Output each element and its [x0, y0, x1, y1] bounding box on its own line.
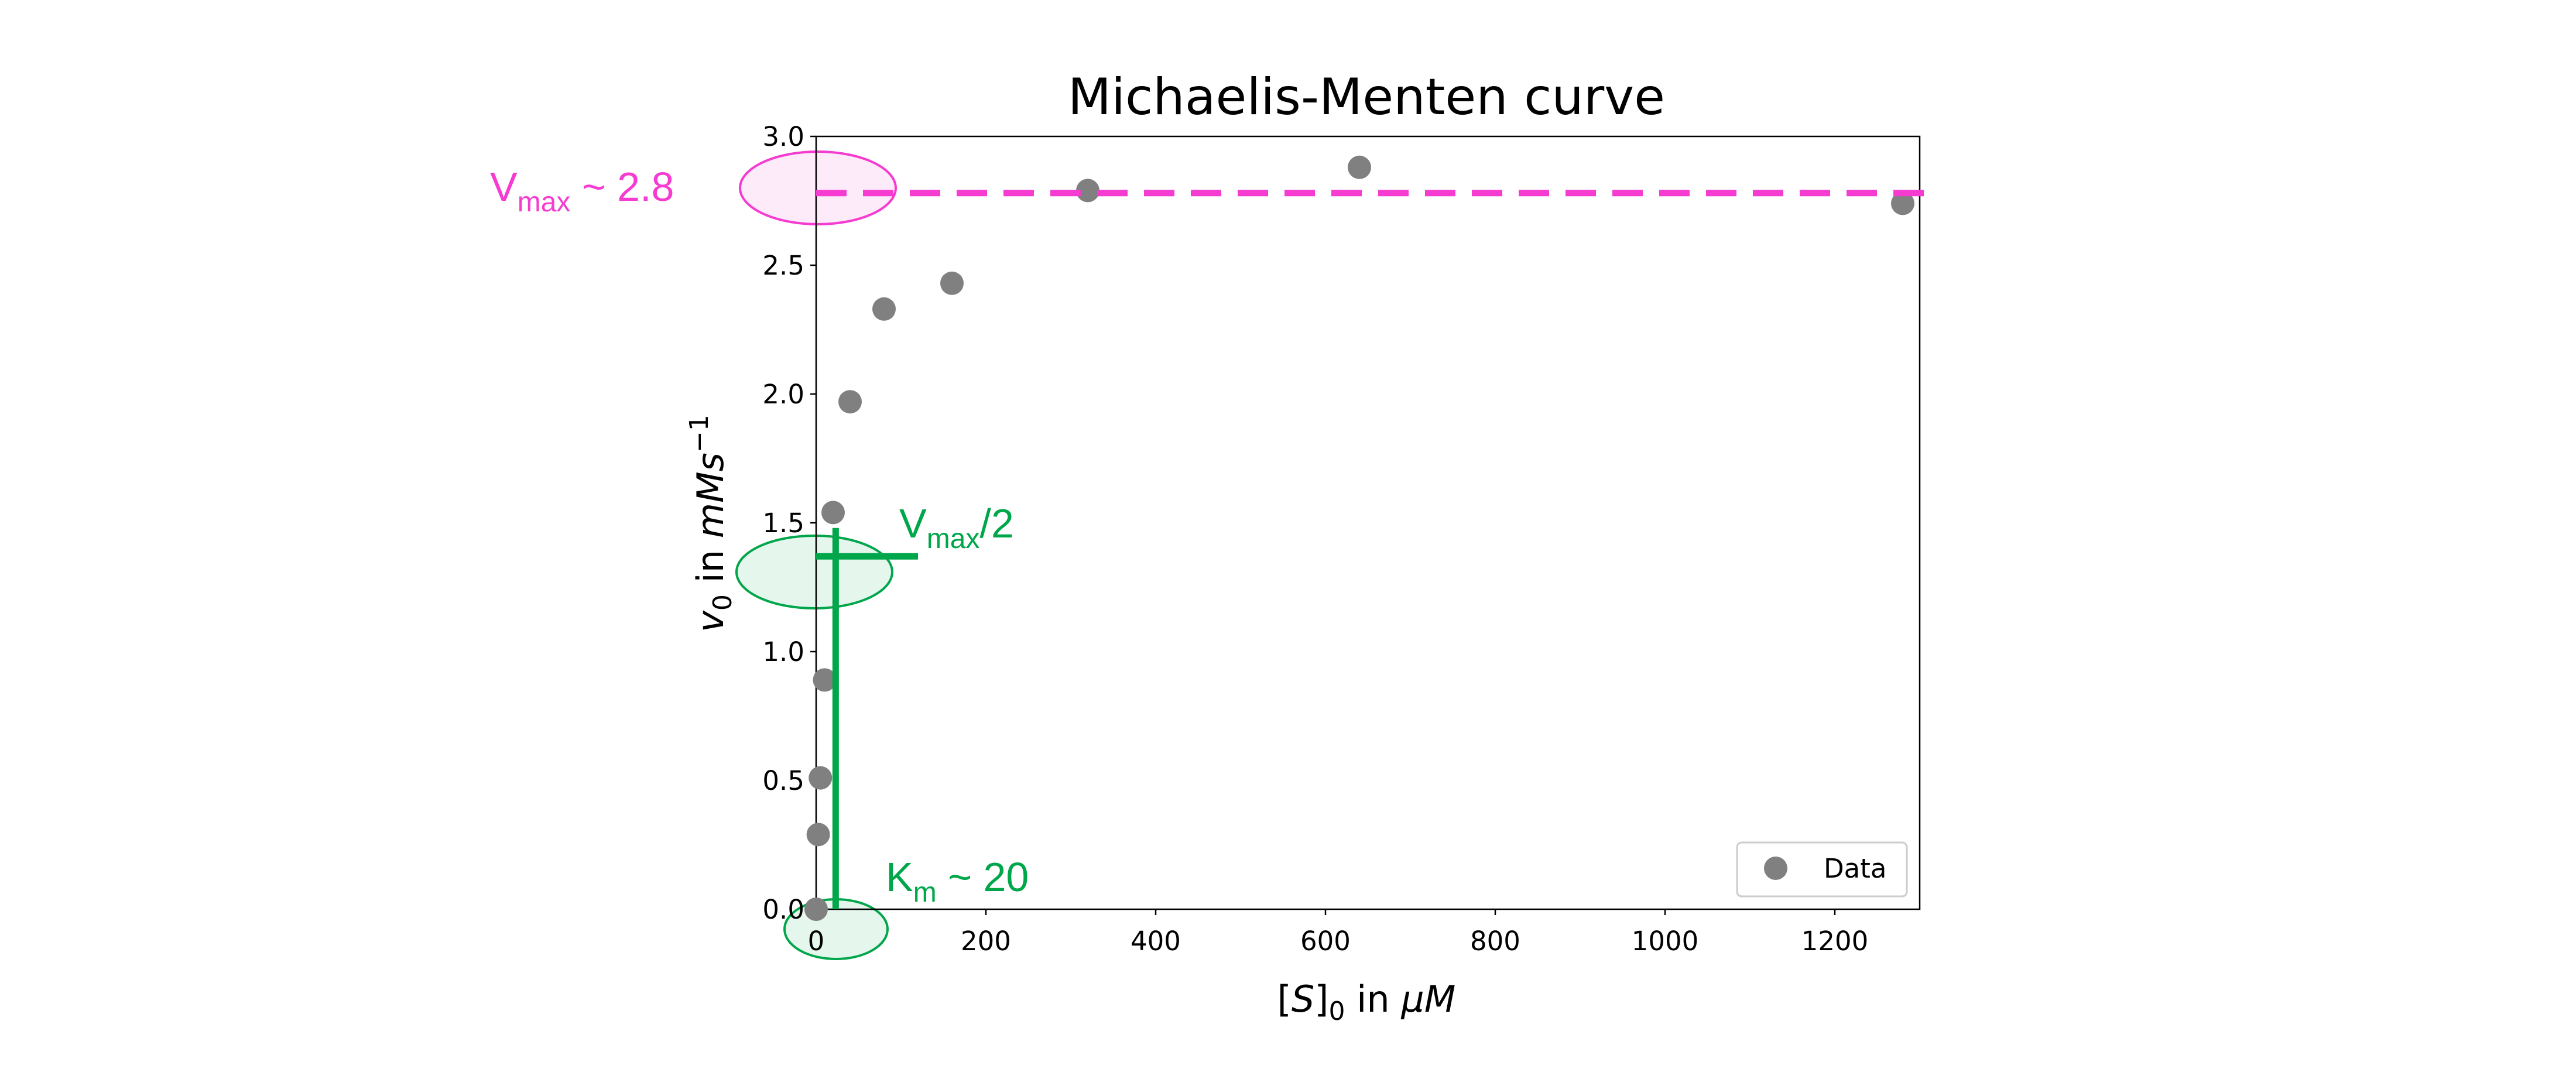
- data-point: [838, 390, 862, 414]
- highlight-ellipse: [739, 150, 897, 225]
- data-point: [940, 271, 964, 295]
- annotation: Vmax ~ 2.8: [490, 164, 674, 218]
- label-part: in: [1345, 978, 1401, 1020]
- legend-marker: [1764, 857, 1787, 880]
- chart-title: Michaelis-Menten curve: [1068, 68, 1665, 126]
- annotation-part: V: [899, 501, 927, 546]
- annotation-part: max: [518, 187, 571, 218]
- annotation-part: V: [490, 164, 518, 210]
- x-tick-label: 600: [1300, 926, 1351, 957]
- label-part: v: [689, 610, 732, 632]
- y-tick-label: 2.0: [762, 379, 804, 410]
- y-tick-label: 1.0: [762, 636, 804, 667]
- data-point: [809, 766, 833, 790]
- label-part: μM: [1400, 978, 1455, 1020]
- data-point: [821, 501, 845, 525]
- label-part: 0: [708, 594, 738, 611]
- y-tick-label: 3.0: [762, 121, 804, 152]
- x-axis-label: [S]0 in μM: [1277, 978, 1456, 1026]
- label-part: [: [1277, 978, 1292, 1020]
- x-tick-label: 400: [1131, 926, 1181, 957]
- label-part: in: [689, 538, 732, 594]
- annotation-part: K: [886, 854, 913, 900]
- annotation-part: ~ 20: [937, 854, 1029, 900]
- annotation-part: m: [913, 877, 937, 908]
- annotation-part: ~ 2.8: [570, 164, 674, 210]
- y-tick-label: 1.5: [762, 508, 804, 539]
- label-part: mMs: [689, 453, 732, 538]
- data-point: [804, 898, 828, 921]
- label-part: 0: [1328, 996, 1345, 1026]
- data-point: [1891, 191, 1914, 215]
- legend-label: Data: [1824, 853, 1886, 884]
- label-part: S: [1292, 978, 1314, 1020]
- legend-box: [1736, 841, 1908, 898]
- data-point: [1348, 155, 1371, 179]
- data-point: [813, 668, 837, 692]
- data-point: [806, 823, 830, 847]
- data-point: [872, 297, 896, 321]
- plot-frame: [815, 135, 1921, 910]
- y-tick-label: 0.5: [762, 765, 804, 796]
- annotation: Km ~ 20: [886, 854, 1029, 908]
- annotation-part: max: [927, 523, 980, 554]
- x-tick-label: 200: [961, 926, 1011, 957]
- y-axis-label: v0 in mMs−1: [684, 415, 738, 632]
- x-tick-label: 1000: [1632, 926, 1699, 957]
- highlight-ellipse: [735, 535, 893, 609]
- data-point: [1076, 179, 1099, 203]
- annotation: Vmax/2: [899, 501, 1014, 554]
- y-tick-label: 0.0: [762, 894, 804, 925]
- label-part: ]: [1314, 978, 1328, 1020]
- label-part: −1: [684, 415, 714, 453]
- y-tick-label: 2.5: [762, 250, 804, 281]
- x-tick-label: 0: [808, 926, 825, 957]
- x-tick-label: 1200: [1801, 926, 1869, 957]
- annotation-part: /2: [979, 501, 1013, 546]
- x-tick-label: 800: [1470, 926, 1520, 957]
